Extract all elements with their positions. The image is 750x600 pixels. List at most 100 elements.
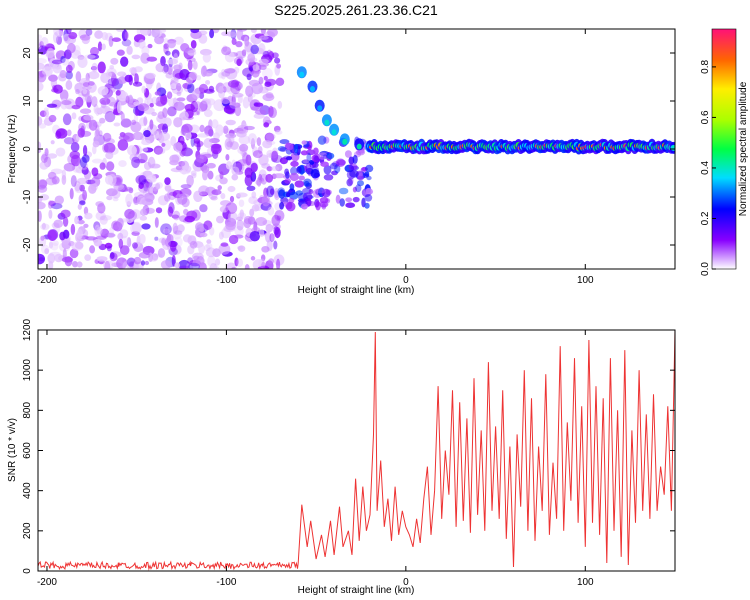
spectrogram-x-label: Height of straight line (km)	[298, 285, 415, 296]
spectrogram-cell	[207, 170, 214, 180]
spectrogram-cell	[164, 227, 169, 236]
spectrogram-cell	[128, 94, 134, 107]
spectrogram-cell	[205, 247, 217, 258]
spectrogram-cell	[83, 54, 96, 60]
spectrogram-cell	[65, 64, 73, 74]
spectrogram-cell	[225, 221, 236, 231]
spectrogram-cell	[227, 185, 236, 193]
spectrogram-cell	[187, 59, 193, 71]
spectrogram-cell	[48, 74, 58, 82]
spectrogram-cell	[222, 125, 229, 135]
spectrogram-cell	[167, 240, 172, 252]
spectrogram-cell	[305, 163, 312, 173]
spectrogram-cell	[79, 108, 92, 114]
spectrogram-cell	[210, 143, 222, 155]
spectrogram-cell	[345, 202, 356, 208]
spectrogram-cell	[206, 239, 212, 244]
spectrogram-cell	[173, 36, 184, 45]
spectrogram-cell	[322, 154, 328, 159]
spectrogram-cell	[52, 31, 59, 44]
spectrogram-cell	[253, 102, 264, 107]
spectrogram-cell	[269, 151, 278, 159]
spectrogram-cell	[207, 255, 216, 267]
spectrogram-cell	[89, 46, 100, 56]
spectrogram-cell	[214, 258, 221, 266]
spectrogram-cell	[171, 214, 180, 219]
spectrogram-cell	[154, 147, 166, 155]
spectrogram-cell	[44, 109, 50, 118]
spectrogram-cell	[167, 58, 179, 65]
spectrogram-cell	[188, 262, 200, 269]
spectrogram-cell	[276, 215, 282, 221]
spectrogram-cell	[174, 142, 183, 153]
spectrogram-cell	[238, 199, 245, 207]
spectrogram-cell	[250, 29, 257, 34]
spectrogram-cell	[38, 123, 47, 129]
spectrogram-cell	[39, 41, 44, 48]
spectrogram-cell	[271, 150, 279, 162]
spectrogram-cell	[365, 164, 374, 173]
spectrogram-cell	[38, 141, 42, 150]
spectrogram-cell	[143, 161, 152, 171]
spectrogram-cell	[102, 104, 108, 110]
spectrogram-cell	[258, 86, 269, 94]
spectrogram-cell	[176, 91, 182, 97]
spectrogram-cell	[38, 210, 42, 222]
spectrogram-cell	[120, 112, 125, 122]
spectrogram-cell	[131, 156, 140, 169]
spectrogram-cell	[186, 175, 194, 187]
spectrogram-cell	[143, 130, 151, 138]
spectrogram-cell	[154, 91, 161, 96]
spectrogram-cell	[225, 202, 238, 215]
spectrogram-cell	[49, 251, 61, 257]
spectrogram-cell	[48, 114, 57, 123]
spectrogram-cell	[116, 71, 127, 77]
spectrogram-cell	[245, 85, 254, 97]
spectrogram-cell	[266, 166, 273, 172]
spectrogram-cell	[277, 100, 283, 109]
spectrogram-cell	[245, 154, 252, 166]
snr-x-tick-label: -200	[37, 577, 57, 588]
spectrogram-cell	[178, 265, 191, 269]
spectrogram-cell	[160, 93, 168, 105]
spectrogram-cell	[224, 105, 236, 110]
spectrogram-cell	[324, 119, 330, 126]
colorbar-tick-label: 0.2	[700, 211, 711, 225]
spectrogram-cell	[70, 175, 77, 187]
spectrogram-cell	[220, 192, 226, 200]
spectrogram-cell	[221, 227, 231, 239]
spectrogram-cell	[153, 145, 164, 155]
spectrogram-cell	[119, 229, 129, 239]
spectrogram-cell	[263, 75, 268, 81]
spectrogram-cell	[91, 167, 99, 177]
spectrogram-cell	[225, 119, 236, 126]
spectrogram-cell	[254, 33, 265, 39]
spectrogram-cell	[105, 161, 115, 172]
spectrogram-cell	[38, 70, 47, 83]
spectrogram-cell	[95, 235, 107, 240]
spectrogram-cell	[48, 260, 54, 269]
spectrogram-cell	[61, 169, 67, 181]
spectrogram-cell	[138, 117, 148, 127]
spectrogram-cell	[302, 178, 312, 187]
spectrogram-cell	[242, 96, 250, 109]
spectrogram-y-tick-label: -20	[22, 237, 33, 252]
spectrogram-cell	[258, 228, 265, 237]
spectrogram-cell	[279, 139, 290, 145]
spectrogram-cell	[82, 88, 88, 95]
spectrogram-cell	[206, 162, 216, 169]
spectrogram-cell	[176, 82, 182, 92]
spectrogram-cell	[39, 161, 49, 170]
spectrogram-cell	[83, 114, 94, 121]
spectrogram-cell	[211, 189, 222, 196]
spectrogram-cell	[225, 133, 237, 139]
spectrogram-cell	[145, 195, 154, 204]
spectrogram-cell	[92, 145, 97, 155]
spectrogram-cell	[107, 77, 120, 87]
spectrogram-cell	[131, 54, 141, 60]
spectrogram-cell	[288, 197, 295, 204]
spectrogram-cell	[82, 145, 88, 156]
spectrogram-cell	[257, 265, 270, 269]
spectrogram-cell	[226, 262, 236, 269]
spectrogram-cell	[131, 231, 140, 237]
